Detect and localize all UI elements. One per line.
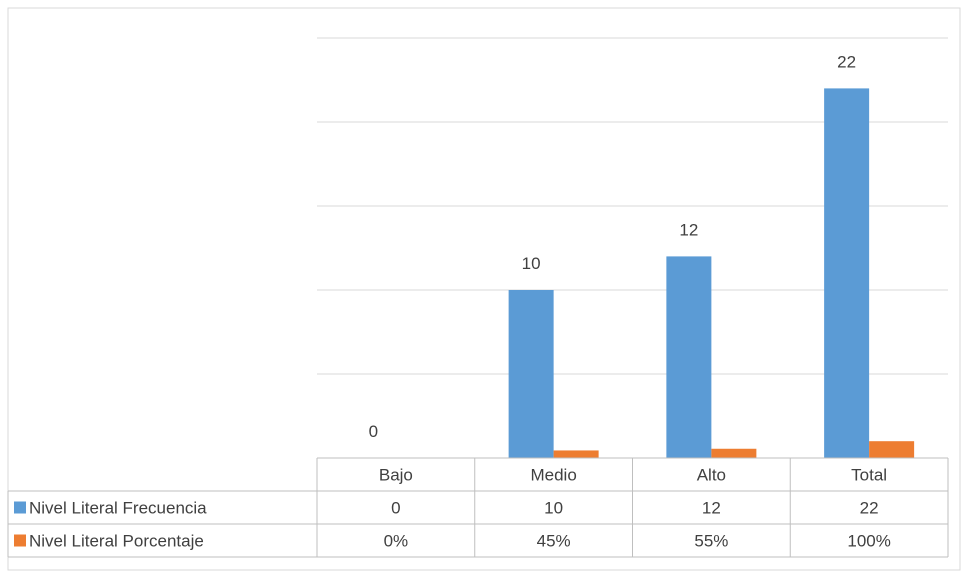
bar-porcentaje-total (869, 441, 915, 458)
bar-frecuencia-medio (508, 290, 554, 458)
series-name-frecuencia: Nivel Literal Frecuencia (29, 499, 207, 518)
table-cell: 0% (384, 532, 409, 551)
series-name-porcentaje: Nivel Literal Porcentaje (29, 532, 204, 551)
bar-frecuencia-alto (666, 256, 712, 458)
data-label-frecuencia-medio: 10 (522, 254, 541, 273)
table-cell: 10 (544, 499, 563, 518)
legend-key-frecuencia (14, 501, 26, 514)
bar-porcentaje-medio (553, 450, 599, 458)
legend-key-porcentaje (14, 534, 26, 547)
table-cell: 55% (694, 532, 728, 551)
data-label-frecuencia-total: 22 (837, 52, 856, 71)
table-cell: 22 (860, 499, 879, 518)
category-label-bajo: Bajo (379, 466, 413, 485)
category-label-medio: Medio (530, 466, 576, 485)
data-label-frecuencia-alto: 12 (679, 220, 698, 239)
table-cell: 100% (847, 532, 890, 551)
chart-border (7, 7, 961, 571)
bar-porcentaje-alto (711, 448, 757, 458)
table-cell: 0 (391, 499, 400, 518)
table-cell: 45% (537, 532, 571, 551)
bar-frecuencia-total (824, 88, 870, 459)
category-label-alto: Alto (697, 466, 726, 485)
table-cell: 12 (702, 499, 721, 518)
category-label-total: Total (851, 466, 887, 485)
data-label-frecuencia-bajo: 0 (369, 422, 378, 441)
